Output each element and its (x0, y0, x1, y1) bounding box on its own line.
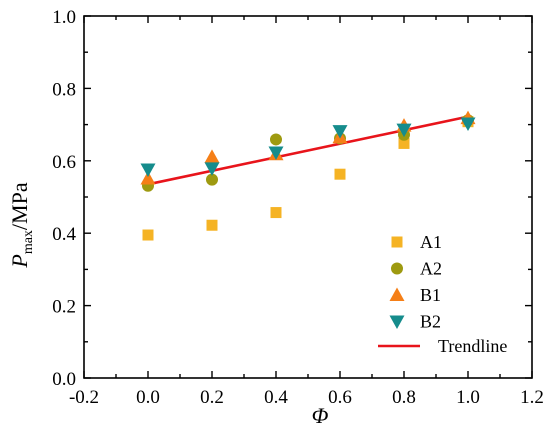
x-tick-label: 0.2 (200, 387, 224, 408)
legend-label: B1 (420, 285, 441, 305)
data-point-a2 (206, 173, 218, 186)
data-point-a1 (142, 229, 154, 241)
y-axis-title: Pmax/MPa (7, 182, 36, 268)
legend-marker-b2 (389, 315, 405, 329)
legend-item-a2: A2 (391, 259, 442, 279)
x-tick-label: 1.2 (520, 387, 544, 408)
x-tick-label: 1.0 (456, 387, 480, 408)
data-point-b2 (332, 125, 348, 139)
axis-ticks (83, 15, 533, 379)
x-tick-label: 0.0 (136, 387, 160, 408)
series-b1 (140, 110, 476, 185)
data-point-a1 (270, 207, 282, 219)
y-tick-label: 1.0 (52, 7, 76, 28)
data-point-b1 (140, 171, 156, 185)
data-point-b2 (140, 163, 156, 177)
legend-item-b1: B1 (389, 285, 441, 305)
data-point-a1 (398, 137, 410, 149)
data-point-a1 (206, 219, 218, 231)
axes (83, 15, 533, 379)
data-point-b2 (460, 117, 476, 132)
data-point-b1 (204, 149, 220, 163)
data-point-a1 (334, 168, 346, 180)
data-point-a2 (270, 133, 282, 146)
legend-marker-a1 (391, 236, 403, 248)
x-tick-label: 0.4 (264, 387, 288, 408)
y-tick-label: 0.8 (52, 79, 76, 100)
y-axis-title-unit: /MPa (7, 182, 32, 230)
trendline-layer (146, 115, 470, 186)
legend-label: B2 (420, 312, 441, 332)
y-axis-title-sub: max (21, 230, 36, 254)
y-tick-label: 0.6 (52, 152, 76, 173)
series-b2 (140, 117, 476, 177)
data-point-b2 (268, 146, 284, 160)
legend-item-a1: A1 (391, 232, 442, 252)
legend-label: A1 (420, 232, 442, 252)
legend-marker-a2 (391, 262, 403, 275)
tick-labels: -0.2 0.0 0.2 0.4 0.6 0.8 1.0 1.20.00.20.40.60.8… (52, 7, 544, 408)
legend-item-b2: B2 (389, 312, 441, 332)
series-a1 (142, 116, 474, 241)
x-tick-label: 0.6 (328, 387, 352, 408)
legend-label: A2 (420, 259, 442, 279)
data-points (140, 110, 476, 241)
trendline (146, 115, 470, 186)
plot-frame (83, 15, 533, 379)
svg-text:Pmax/MPa: Pmax/MPa (7, 182, 36, 268)
y-tick-label: 0.4 (52, 224, 76, 245)
legend: A1 A2 B1 B2 Trendline (378, 232, 507, 356)
x-axis-title: Φ (312, 403, 329, 428)
y-tick-label: 0.2 (52, 297, 76, 318)
legend-item-trendline: Trendline (378, 336, 507, 356)
data-point-b2 (204, 162, 220, 176)
legend-marker-b1 (389, 287, 405, 301)
y-axis-title-main: P (7, 254, 32, 268)
legend-label: Trendline (438, 336, 507, 356)
x-tick-label: 0.8 (392, 387, 416, 408)
data-point-b2 (396, 123, 412, 138)
x-tick-label: -0.2 (69, 387, 99, 408)
y-tick-label: 0.0 (52, 369, 76, 390)
